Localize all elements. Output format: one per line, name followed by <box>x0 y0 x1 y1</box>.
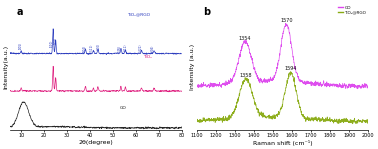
Y-axis label: Intensity(a.u.): Intensity(a.u.) <box>3 45 8 89</box>
Text: (-421): (-421) <box>138 44 143 52</box>
Text: (200): (200) <box>97 43 101 50</box>
X-axis label: 2θ(degree): 2θ(degree) <box>78 139 113 145</box>
Text: (002): (002) <box>54 36 58 44</box>
Text: 1570: 1570 <box>280 18 293 23</box>
Text: (004): (004) <box>82 45 86 52</box>
Text: 1594: 1594 <box>285 66 297 71</box>
Text: a: a <box>17 7 23 17</box>
Text: 1358: 1358 <box>240 73 252 78</box>
Text: (105): (105) <box>117 45 121 52</box>
Legend: GO, TiO₂@RGO: GO, TiO₂@RGO <box>338 6 366 15</box>
Text: (001): (001) <box>19 42 23 49</box>
Text: TiO₂@RGO: TiO₂@RGO <box>127 13 150 17</box>
Text: TiO₂: TiO₂ <box>143 55 152 59</box>
Text: (211): (211) <box>124 44 128 51</box>
X-axis label: Raman shift (cm⁻¹): Raman shift (cm⁻¹) <box>253 139 312 146</box>
Text: 1354: 1354 <box>239 36 251 41</box>
Y-axis label: Intensity (a.u.): Intensity (a.u.) <box>190 44 195 90</box>
Text: b: b <box>203 7 211 17</box>
Text: GO: GO <box>120 106 127 110</box>
Text: (110): (110) <box>50 39 54 47</box>
Text: (204): (204) <box>151 44 155 52</box>
Text: (-511): (-511) <box>90 44 94 52</box>
